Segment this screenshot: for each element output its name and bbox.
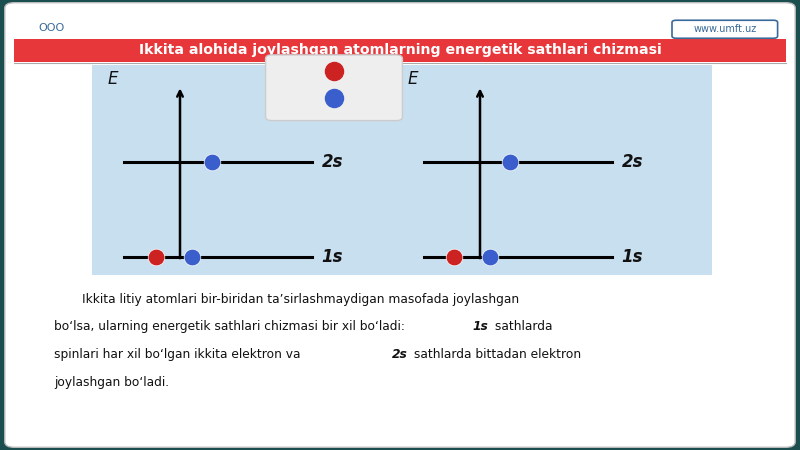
Text: spinlari har xil bo‘lgan ikkita elektron va: spinlari har xil bo‘lgan ikkita elektron… (54, 348, 309, 361)
FancyBboxPatch shape (92, 65, 712, 274)
Text: sathlarda bittadan elektron: sathlarda bittadan elektron (410, 348, 582, 361)
Text: 2s: 2s (622, 153, 643, 171)
Text: 1s: 1s (622, 248, 643, 266)
FancyBboxPatch shape (266, 55, 402, 121)
Text: joylashgan bo‘ladi.: joylashgan bo‘ladi. (54, 376, 170, 389)
Text: bo‘lsa, ularning energetik sathlari chizmasi bir xil bo‘ladi:: bo‘lsa, ularning energetik sathlari chiz… (54, 320, 413, 333)
Text: 2s: 2s (392, 348, 408, 361)
Text: 1s: 1s (322, 248, 343, 266)
Text: Ikkita alohida joylashgan atomlarning energetik sathlari chizmasi: Ikkita alohida joylashgan atomlarning en… (138, 43, 662, 58)
FancyBboxPatch shape (14, 39, 786, 62)
Text: OOO: OOO (38, 23, 65, 33)
Text: 2s: 2s (322, 153, 343, 171)
Text: E: E (407, 70, 418, 88)
Text: E: E (107, 70, 118, 88)
Text: www.umft.uz: www.umft.uz (693, 24, 757, 34)
FancyBboxPatch shape (5, 3, 795, 447)
Text: sathlarda: sathlarda (491, 320, 553, 333)
FancyBboxPatch shape (672, 20, 778, 38)
Text: Ikkita litiy atomlari bir-biridan ta’sirlashmaydigan masofada joylashgan: Ikkita litiy atomlari bir-biridan ta’sir… (82, 292, 519, 306)
Text: 1s: 1s (472, 320, 488, 333)
